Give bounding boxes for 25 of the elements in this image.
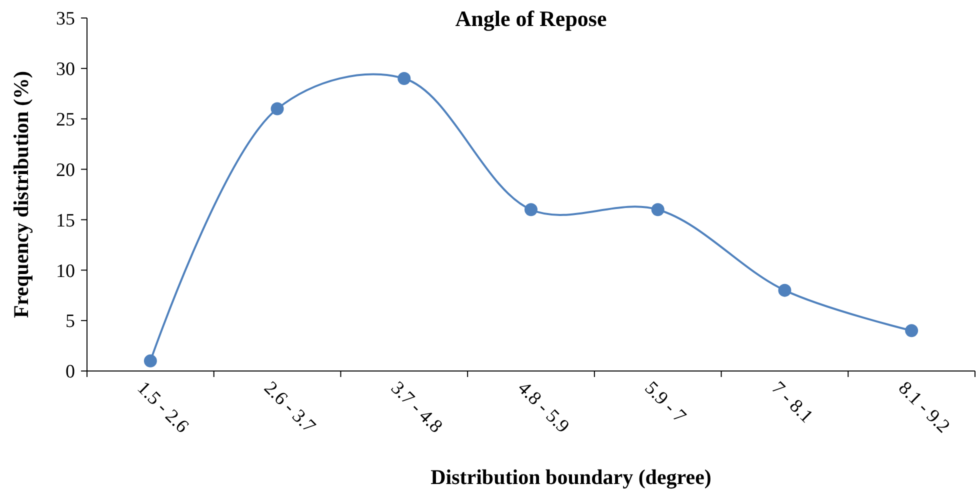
x-tick-label: 3.7 - 4.8 bbox=[386, 378, 446, 438]
y-axis-title: Frequency distribution (%) bbox=[9, 71, 33, 318]
x-tick-label: 1.5 - 2.6 bbox=[132, 378, 193, 438]
y-tick-label: 15 bbox=[56, 210, 75, 232]
x-tick-label: 2.6 - 3.7 bbox=[260, 378, 320, 438]
x-axis-title: Distribution boundary (degree) bbox=[430, 465, 712, 489]
y-tick-label: 30 bbox=[56, 59, 75, 80]
point bbox=[270, 102, 284, 116]
y-tick-label: 0 bbox=[66, 362, 75, 383]
x-tick-label: 7 - 8.1 bbox=[767, 378, 817, 428]
y-tick-label: 35 bbox=[56, 8, 75, 30]
y-tick-label: 20 bbox=[56, 160, 75, 181]
point bbox=[651, 203, 664, 216]
x-tick-label: 8.1 - 9.2 bbox=[894, 378, 954, 438]
point bbox=[524, 203, 538, 216]
x-tick-label: 4.8 - 5.9 bbox=[513, 378, 574, 438]
point bbox=[905, 324, 918, 338]
chart-title: Angle of Repose bbox=[455, 6, 607, 31]
point bbox=[398, 72, 411, 86]
x-tick-label: 5.9 - 7 bbox=[640, 378, 690, 428]
y-tick-label: 25 bbox=[56, 110, 75, 131]
point bbox=[778, 284, 792, 297]
y-tick-label: 10 bbox=[56, 260, 75, 282]
point bbox=[144, 354, 157, 368]
y-tick-label: 5 bbox=[66, 311, 75, 332]
